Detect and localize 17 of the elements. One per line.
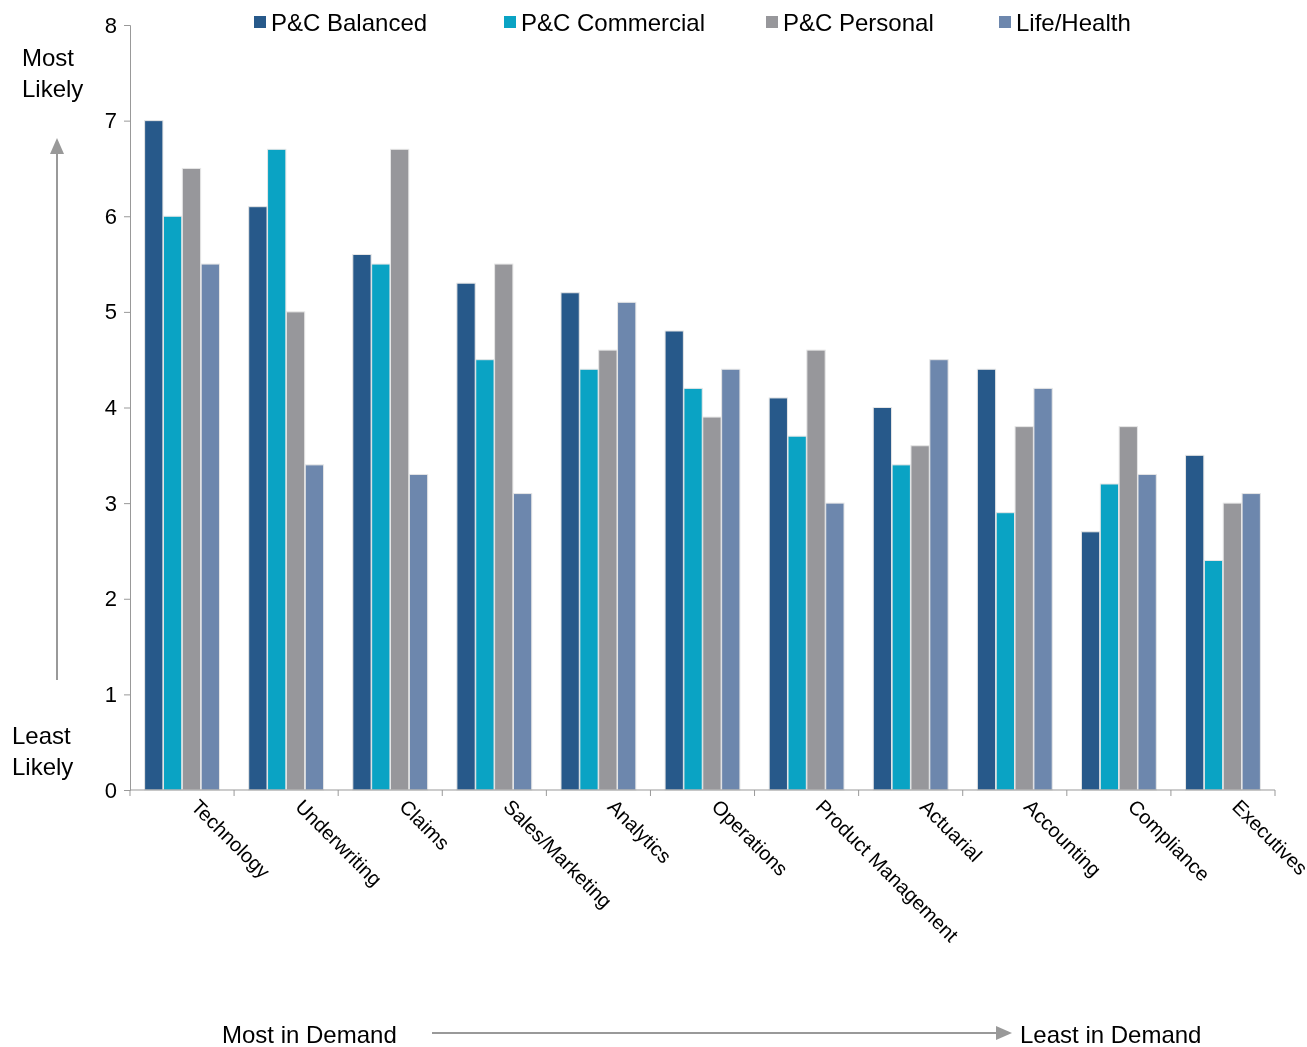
y-tick-label: 2 xyxy=(104,586,117,612)
y-tick-label: 3 xyxy=(104,490,117,516)
legend-label: Life/Health xyxy=(1016,9,1131,36)
text: Most in Demand xyxy=(222,1021,397,1047)
text: Most Likely xyxy=(22,44,84,102)
y-tick-label: 5 xyxy=(104,299,117,325)
y-tick-label: 6 xyxy=(104,203,117,229)
text: Least Likely xyxy=(12,722,74,780)
legend-label: P&C Commercial xyxy=(521,9,706,36)
y-tick-label: 4 xyxy=(104,395,117,421)
y-tick-label: 0 xyxy=(104,777,117,803)
legend-label: P&C Balanced xyxy=(271,9,428,36)
y-tick-label: 7 xyxy=(104,108,117,134)
y-tick-label: 1 xyxy=(104,681,117,707)
legend-label: P&C Personal xyxy=(783,9,934,36)
y-tick-label: 8 xyxy=(104,12,117,38)
text: Least in Demand xyxy=(1020,1021,1202,1047)
